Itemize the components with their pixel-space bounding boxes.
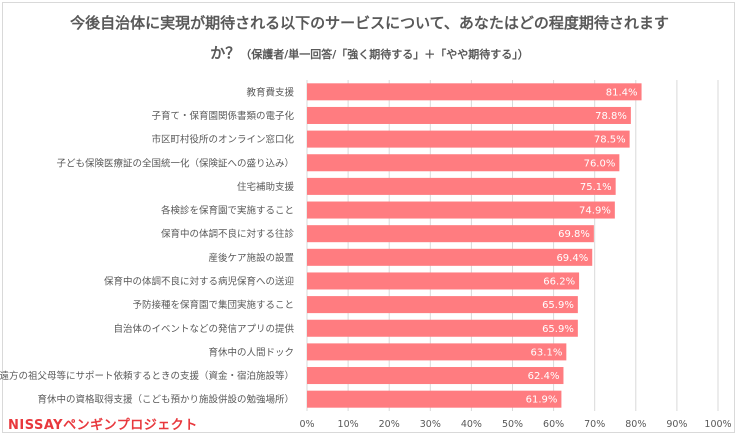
category-label: 市区町村役所のオンライン窓口化 (151, 134, 294, 146)
chart-subtitle: （保護者/単一回答/「強く期待する」＋「やや期待する」） (240, 48, 529, 61)
chart-title-continuation: か？ (210, 44, 241, 62)
category-label: 教育費支援 (246, 86, 294, 98)
x-tick-label: 30% (420, 419, 441, 430)
bar (307, 201, 615, 219)
category-label: 各検診を保育園で実施すること (161, 205, 294, 217)
x-tick-label: 40% (461, 419, 482, 430)
chart-frame (2, 2, 735, 433)
bar-value-label: 78.5% (594, 135, 626, 146)
category-label: 住宅補助支援 (237, 181, 295, 193)
chart-title: 今後自治体に実現が期待される以下のサービスについて、あなたはどの程度期待されます (70, 14, 669, 32)
category-label: 産後ケア施設の設置 (208, 252, 294, 264)
bar (307, 272, 580, 290)
bar-value-label: 61.9% (526, 395, 558, 406)
bar (307, 130, 630, 148)
x-tick-label: 20% (379, 419, 400, 430)
bar (307, 83, 642, 101)
bar (307, 106, 631, 124)
x-tick-label: 60% (543, 419, 564, 430)
bar (307, 225, 594, 243)
bar-value-label: 69.8% (558, 229, 590, 240)
x-tick-label: 0% (299, 419, 314, 430)
bar-value-label: 69.4% (556, 253, 588, 264)
category-label: 自治体のイベントなどの発信アプリの提供 (113, 323, 294, 335)
x-tick-label: 50% (502, 419, 523, 430)
bar-value-label: 81.4% (606, 87, 638, 98)
bar-value-label: 74.9% (579, 206, 611, 217)
bar-value-label: 76.0% (584, 158, 616, 169)
category-label: 予防接種を保育園で集団実施すること (132, 299, 294, 311)
x-tick-label: 70% (584, 419, 605, 430)
chart-title-line2: か？（保護者/単一回答/「強く期待する」＋「やや期待する」） (0, 42, 739, 63)
x-tick-label: 80% (625, 419, 646, 430)
category-label: 保育中の体調不良に対する病児保育への送迎 (104, 275, 295, 287)
bar-value-label: 63.1% (531, 347, 563, 358)
category-label: 育休中の資格取得支援（こども預かり施設併設の勉強場所） (37, 394, 294, 406)
x-tick-label: 10% (338, 419, 359, 430)
category-label: 育休中の人間ドック (208, 346, 294, 358)
bar-value-label: 66.2% (543, 276, 575, 287)
bar-value-label: 78.8% (595, 111, 627, 122)
category-label: 遠方の祖父母等にサポート依頼するときの支援（資金・宿泊施設等） (0, 370, 294, 382)
x-tick-label: 100% (704, 419, 731, 430)
category-label: 子ども保険医療証の全国統一化（保険証への盛り込み） (56, 157, 294, 169)
bar-value-label: 75.1% (580, 182, 612, 193)
x-tick-label: 90% (666, 419, 687, 430)
bar-value-label: 65.9% (542, 300, 574, 311)
bar-value-label: 62.4% (528, 371, 560, 382)
bar (307, 154, 620, 172)
bar (307, 367, 564, 385)
bar (307, 319, 578, 337)
bar (307, 177, 616, 195)
category-label: 保育中の体調不良に対する往診 (161, 228, 295, 240)
bar-value-label: 65.9% (542, 324, 574, 335)
category-label: 子育て・保育園関係書類の電子化 (151, 110, 294, 122)
bar (307, 390, 562, 408)
bar (307, 248, 593, 266)
nissay-penguin-project-logo: NISSAYペンギンプロジェクト (8, 418, 198, 433)
bar (307, 343, 567, 361)
bar (307, 296, 578, 314)
